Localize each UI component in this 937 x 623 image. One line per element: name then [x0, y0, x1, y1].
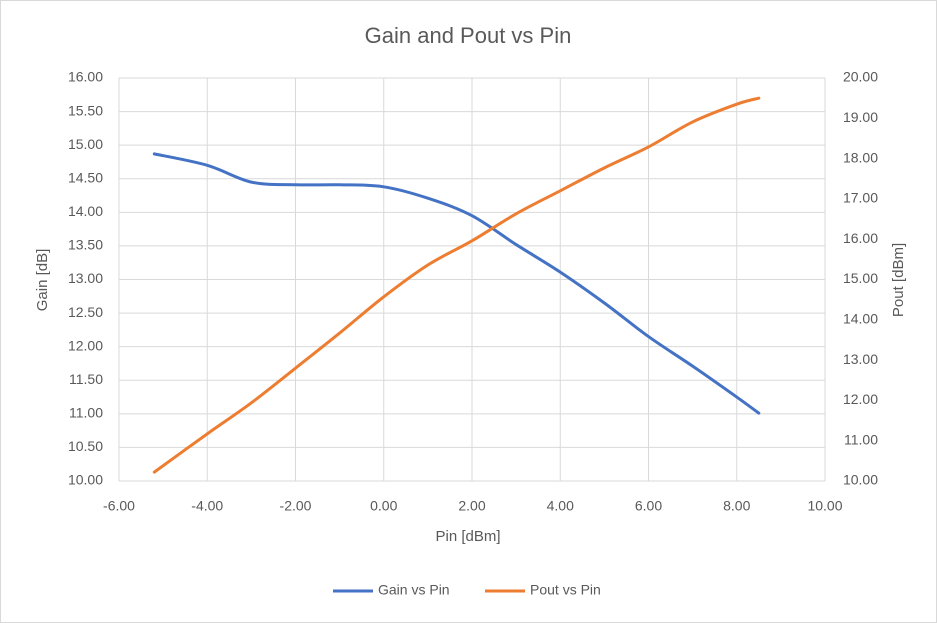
y-tick-label: 13.50 [68, 237, 103, 253]
y2-tick-label: 12.00 [843, 391, 878, 407]
x-tick-label: 8.00 [723, 498, 750, 514]
series-line [152, 96, 761, 474]
x-tick-label: -4.00 [191, 498, 223, 514]
legend-label: Pout vs Pin [530, 582, 601, 598]
y-tick-label: 11.00 [69, 405, 103, 421]
y-axis-label: Gain [dB] [34, 249, 51, 312]
y2-tick-label: 15.00 [843, 270, 878, 286]
x-axis-label: Pin [dBm] [435, 528, 500, 545]
x-tick-label: -6.00 [103, 498, 135, 514]
x-tick-label: 6.00 [635, 498, 662, 514]
y-tick-label: 11.50 [69, 371, 103, 387]
x-tick-label: 4.00 [547, 498, 574, 514]
y2-tick-label: 11.00 [844, 431, 878, 447]
x-tick-label: 10.00 [807, 498, 842, 514]
y2-tick-label: 10.00 [843, 472, 878, 488]
y2-tick-label: 16.00 [843, 230, 878, 246]
y-tick-label: 12.00 [68, 337, 103, 353]
y2-tick-label: 17.00 [843, 190, 878, 206]
x-tick-label: 2.00 [458, 498, 485, 514]
y-tick-label: 14.50 [68, 169, 103, 185]
y-tick-label: 15.50 [68, 102, 103, 118]
y2-tick-label: 13.00 [843, 351, 878, 367]
y2-tick-label: 19.00 [843, 109, 878, 125]
legend-label: Gain vs Pin [378, 582, 450, 598]
y2-tick-label: 14.00 [843, 311, 878, 327]
y-tick-label: 16.00 [68, 69, 103, 85]
y2-axis-label: Pout [dBm] [890, 243, 907, 317]
y-tick-label: 14.00 [68, 203, 103, 219]
series-line [152, 152, 761, 415]
x-tick-label: -2.00 [280, 498, 312, 514]
y-tick-label: 13.00 [68, 270, 103, 286]
y-tick-label: 10.50 [68, 438, 103, 454]
y-tick-label: 12.50 [68, 304, 103, 320]
y-tick-label: 15.00 [68, 136, 103, 152]
y-tick-label: 10.00 [68, 472, 103, 488]
x-tick-label: 0.00 [370, 498, 397, 514]
y2-tick-label: 18.00 [843, 149, 878, 165]
y2-tick-label: 20.00 [843, 69, 878, 85]
chart-title: Gain and Pout vs Pin [365, 23, 572, 48]
